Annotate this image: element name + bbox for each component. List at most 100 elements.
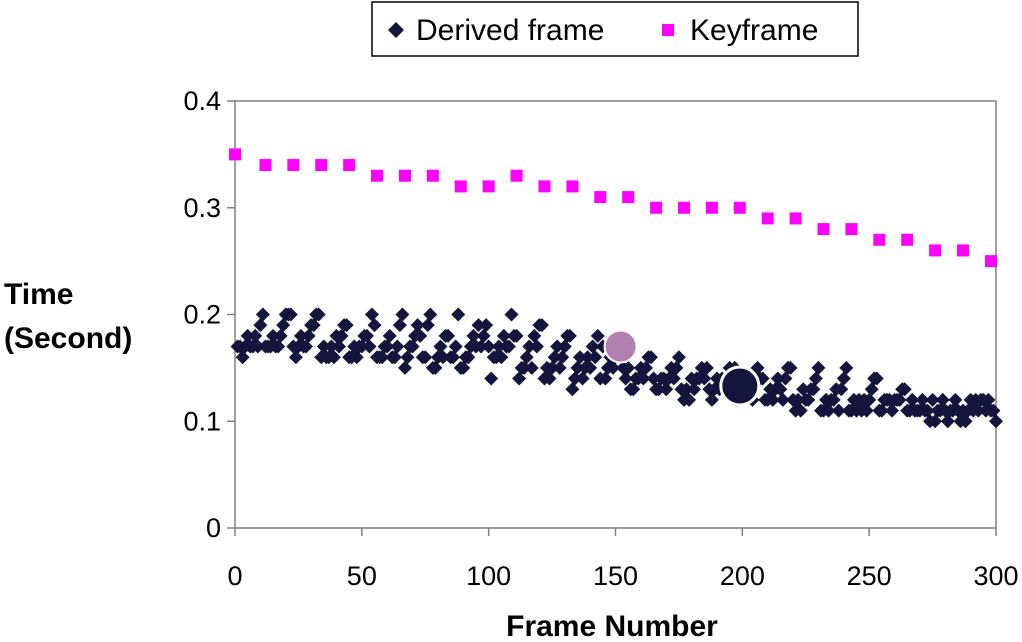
legend-label-keyframe: Keyframe [690,14,818,47]
derived-frame-point [791,392,806,407]
keyframe-point [873,233,886,246]
derived-frame-point [276,318,291,333]
derived-frame-point [981,392,996,407]
derived-frame-point [806,382,821,397]
derived-frame-point [550,339,565,354]
derived-frame-point [583,360,598,375]
derived-frame-point [808,371,823,386]
keyframe-point [259,159,272,172]
derived-frame-point [461,350,476,365]
derived-frame-point [565,382,580,397]
derived-frame-point [793,403,808,418]
derived-frame-point [948,392,963,407]
derived-frame-point [397,360,412,375]
derived-frame-point [638,360,653,375]
keyframe-point [538,180,551,193]
derived-frame-point [651,382,666,397]
derived-frame-point [400,350,415,365]
derived-frame-point [669,360,684,375]
derived-frame-series [230,307,1003,429]
legend-box [371,1,859,57]
derived-frame-point [801,392,816,407]
keyframe-point [705,201,718,214]
derived-frame-point [626,382,641,397]
derived-frame-point [971,403,986,418]
derived-frame-point [339,318,354,333]
derived-frame-point [859,403,874,418]
derived-frame-point [679,382,694,397]
derived-frame-point [433,339,448,354]
derived-frame-point [524,360,539,375]
derived-frame-point [778,371,793,386]
derived-frame-point [834,382,849,397]
derived-frame-point [288,350,303,365]
derived-frame-point [704,392,719,407]
derived-frame-point [562,328,577,343]
keyframe-point [957,244,970,257]
derived-frame-point [644,350,659,365]
derived-frame-point [387,350,402,365]
x-tick-label: 50 [347,561,377,591]
derived-frame-point [517,360,532,375]
derived-frame-point [666,371,681,386]
derived-frame-point [522,339,537,354]
derived-frame-point [466,328,481,343]
derived-frame-point [382,328,397,343]
x-tick-label: 0 [227,561,242,591]
derived-frame-point [935,392,950,407]
keyframe-point [789,212,802,225]
derived-frame-point [542,371,557,386]
derived-frame-point [636,371,651,386]
derived-frame-point [481,339,496,354]
derived-frame-point [915,392,930,407]
x-tick-label: 300 [973,561,1018,591]
derived-frame-point [862,392,877,407]
derived-frame-point [590,328,605,343]
derived-frame-point [271,339,286,354]
derived-frame-point [354,339,369,354]
derived-frame-point [920,403,935,418]
derived-frame-point [519,350,534,365]
y-tick-label: 0.2 [183,300,221,330]
derived-frame-point [359,328,374,343]
annotation-circle [603,329,638,364]
derived-frame-point [418,350,433,365]
derived-frame-point [545,360,560,375]
derived-frame-point [765,392,780,407]
keyframe-point [566,180,579,193]
keyframe-point [315,159,328,172]
derived-frame-point [892,392,907,407]
derived-frame-point [547,350,562,365]
derived-frame-point [646,371,661,386]
derived-frame-point [527,328,542,343]
derived-frame-point [326,350,341,365]
y-tick-label: 0.4 [183,86,221,116]
derived-frame-point [380,339,395,354]
derived-frame-point [441,328,456,343]
x-tick-label: 250 [847,561,892,591]
derived-frame-point [770,371,785,386]
derived-frame-point [362,339,377,354]
derived-frame-point [504,307,519,322]
derived-frame-point [364,307,379,322]
derived-frame-point [618,371,633,386]
x-tick-label: 100 [466,561,511,591]
y-axis-ticks: 0 0.1 0.2 0.3 0.4 [183,86,235,543]
derived-frame-point [864,382,879,397]
derived-frame-point [273,328,288,343]
derived-frame-point [479,318,494,333]
derived-frame-point [367,318,382,333]
legend-square-marker [662,24,674,36]
x-tick-label: 150 [593,561,638,591]
keyframe-point [398,169,411,182]
derived-frame-point [570,360,585,375]
derived-frame-point [598,371,613,386]
derived-frame-point [448,339,463,354]
derived-frame-point [659,382,674,397]
derived-frame-point [253,318,268,333]
derived-frame-point [555,350,570,365]
derived-frame-point [567,371,582,386]
derived-frame-point [697,371,712,386]
derived-frame-point [687,382,702,397]
derived-frame-point [775,392,790,407]
